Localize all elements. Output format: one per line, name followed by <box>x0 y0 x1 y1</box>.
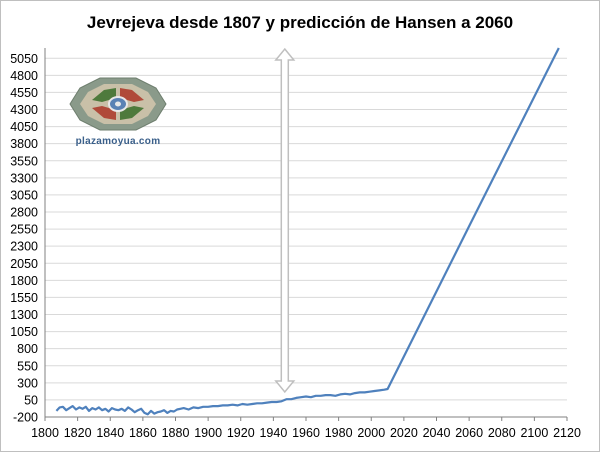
series-line-sea-level <box>55 47 560 416</box>
axes <box>44 48 568 421</box>
x-tick-labels: 1800 1820 1840 1860 1880 1900 1920 1940 1960 1980… <box>31 426 581 440</box>
x-tick-label: 1860 <box>129 426 157 440</box>
y-tick-label: 5050 <box>10 52 38 66</box>
y-tick-label: 3800 <box>10 137 38 151</box>
gridlines <box>45 57 567 418</box>
y-tick-label: 2800 <box>10 206 38 220</box>
chart-title: Jevrejeva desde 1807 y predicción de Han… <box>86 13 514 32</box>
x-tick-label: 1940 <box>259 426 287 440</box>
y-tick-label: 4300 <box>10 103 38 117</box>
y-tick-label: -200 <box>13 411 38 425</box>
y-tick-label: 1550 <box>10 291 38 305</box>
x-tick-label: 1980 <box>325 426 353 440</box>
y-tick-label: 2550 <box>10 223 38 237</box>
x-tick-label: 2120 <box>553 426 581 440</box>
double-arrow-annotation <box>274 47 296 394</box>
x-tick-label: 2100 <box>520 426 548 440</box>
x-tick-label: 2000 <box>357 426 385 440</box>
x-tick-label: 1840 <box>96 426 124 440</box>
x-tick-label: 1960 <box>292 426 320 440</box>
x-tick-label: 2020 <box>390 426 418 440</box>
x-tick-label: 2040 <box>423 426 451 440</box>
x-tick-label: 1820 <box>64 426 92 440</box>
x-tick-label: 1920 <box>227 426 255 440</box>
series-layer <box>55 47 560 416</box>
y-tick-label: 4050 <box>10 120 38 134</box>
y-tick-label: 3050 <box>10 188 38 202</box>
y-tick-label: 2300 <box>10 240 38 254</box>
y-tick-label: 550 <box>17 359 38 373</box>
y-tick-label: 3300 <box>10 171 38 185</box>
x-tick-label: 1880 <box>162 426 190 440</box>
garden-plaza-emblem-icon <box>69 77 167 131</box>
x-tick-label: 2080 <box>488 426 516 440</box>
y-tick-label: 1300 <box>10 308 38 322</box>
y-tick-label: 1800 <box>10 274 38 288</box>
logo-caption: plazamoyua.com <box>75 136 161 147</box>
y-tick-label: 1050 <box>10 325 38 339</box>
x-tick-label: 1900 <box>194 426 222 440</box>
x-tick-label: 2060 <box>455 426 483 440</box>
y-tick-label: 300 <box>17 376 38 390</box>
annotation-layer <box>274 47 296 394</box>
x-tick-label: 1800 <box>31 426 59 440</box>
y-tick-label: 4550 <box>10 86 38 100</box>
y-tick-label: 800 <box>17 342 38 356</box>
y-tick-label: 4800 <box>10 69 38 83</box>
y-tick-labels: -200 50 300 550 800 1050 1300 1550 1800 2050 2300 2… <box>10 52 38 425</box>
site-logo <box>66 68 170 154</box>
y-tick-label: 50 <box>24 393 38 407</box>
y-tick-label: 2050 <box>10 257 38 271</box>
y-tick-label: 3550 <box>10 154 38 168</box>
